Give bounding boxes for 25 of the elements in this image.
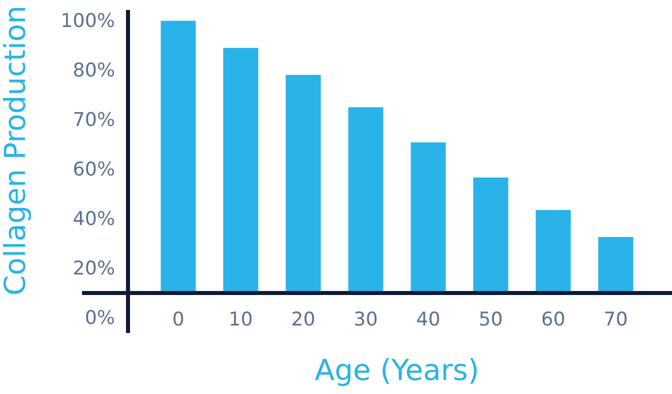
- text: 100%: [60, 10, 115, 32]
- bar: [598, 236, 634, 291]
- x-tick-label: 20: [291, 308, 316, 330]
- x-tick-label: 70: [604, 308, 628, 330]
- x-tick-label: 30: [354, 308, 378, 330]
- x-tick-label: 0: [172, 308, 184, 330]
- text: 40%: [72, 208, 115, 230]
- bar: [473, 178, 508, 291]
- bar: [286, 74, 321, 291]
- x-tick-label: 10: [228, 308, 253, 330]
- x-tick-label: 50: [478, 308, 503, 330]
- x-tick-label: 60: [541, 308, 566, 330]
- text: 0%: [84, 306, 115, 329]
- y-axis-title: Collagen Production: [0, 5, 32, 296]
- bar: [536, 210, 571, 291]
- bar: [348, 107, 384, 291]
- text: 60%: [72, 158, 115, 180]
- bar: [223, 48, 258, 291]
- x-axis-title: Age (Years): [314, 353, 480, 388]
- text: 80%: [72, 59, 115, 82]
- bar: [160, 20, 196, 291]
- bar: [410, 142, 446, 291]
- x-tick-label: 40: [416, 308, 440, 330]
- text: 20%: [72, 257, 115, 280]
- text: 70%: [72, 108, 115, 131]
